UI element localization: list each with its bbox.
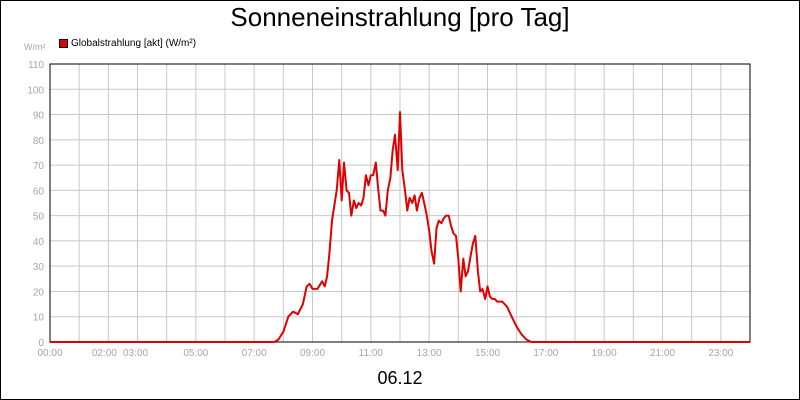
series-line: [50, 111, 750, 343]
y-tick-label: 0: [38, 338, 44, 349]
legend-label: Globalstrahlung [akt] (W/m²): [71, 38, 197, 49]
x-tick-label: 09:00: [300, 348, 325, 359]
y-tick-label: 110: [28, 60, 44, 71]
x-tick-label: 15:00: [475, 348, 500, 359]
x-tick-label: 23:00: [708, 348, 733, 359]
x-tick-label: 13:00: [417, 348, 442, 359]
y-axis-ticks: 0 10 20 30 40 50 60 70 80 90 100 110: [27, 60, 44, 349]
y-tick-label: 90: [33, 111, 45, 122]
x-tick-label: 11:00: [359, 348, 384, 359]
x-tick-label: 05:00: [183, 348, 208, 359]
y-tick-label: 30: [33, 262, 45, 273]
y-tick-label: 50: [33, 212, 45, 223]
x-tick-label: 19:00: [592, 348, 617, 359]
y-tick-label: 70: [33, 161, 45, 172]
x-tick-label: 21:00: [650, 348, 675, 359]
y-axis-label: W/m²: [24, 42, 46, 52]
y-tick-label: 80: [33, 136, 45, 147]
y-tick-label: 40: [33, 237, 45, 248]
x-tick-label: 00:00: [37, 348, 62, 359]
chart-title: Sonneneinstrahlung [pro Tag]: [230, 2, 570, 32]
date-label: 06.12: [377, 368, 423, 388]
x-tick-label: 02:00: [92, 348, 117, 359]
y-tick-label: 100: [27, 85, 44, 96]
grid: [50, 63, 750, 343]
legend-swatch: [59, 39, 68, 48]
legend: Globalstrahlung [akt] (W/m²): [59, 38, 196, 49]
x-axis-ticks: 00:00 02:00 03:00 05:00 07:00 09:00 11:00 13:00…: [37, 348, 733, 359]
x-tick-label: 07:00: [242, 348, 267, 359]
plot-border: [49, 63, 751, 343]
series: [50, 111, 750, 343]
y-tick-label: 60: [33, 186, 45, 197]
y-tick-label: 10: [33, 313, 45, 324]
x-tick-label: 17:00: [533, 348, 558, 359]
x-tick-label: 03:00: [123, 348, 148, 359]
y-tick-label: 20: [33, 287, 45, 298]
